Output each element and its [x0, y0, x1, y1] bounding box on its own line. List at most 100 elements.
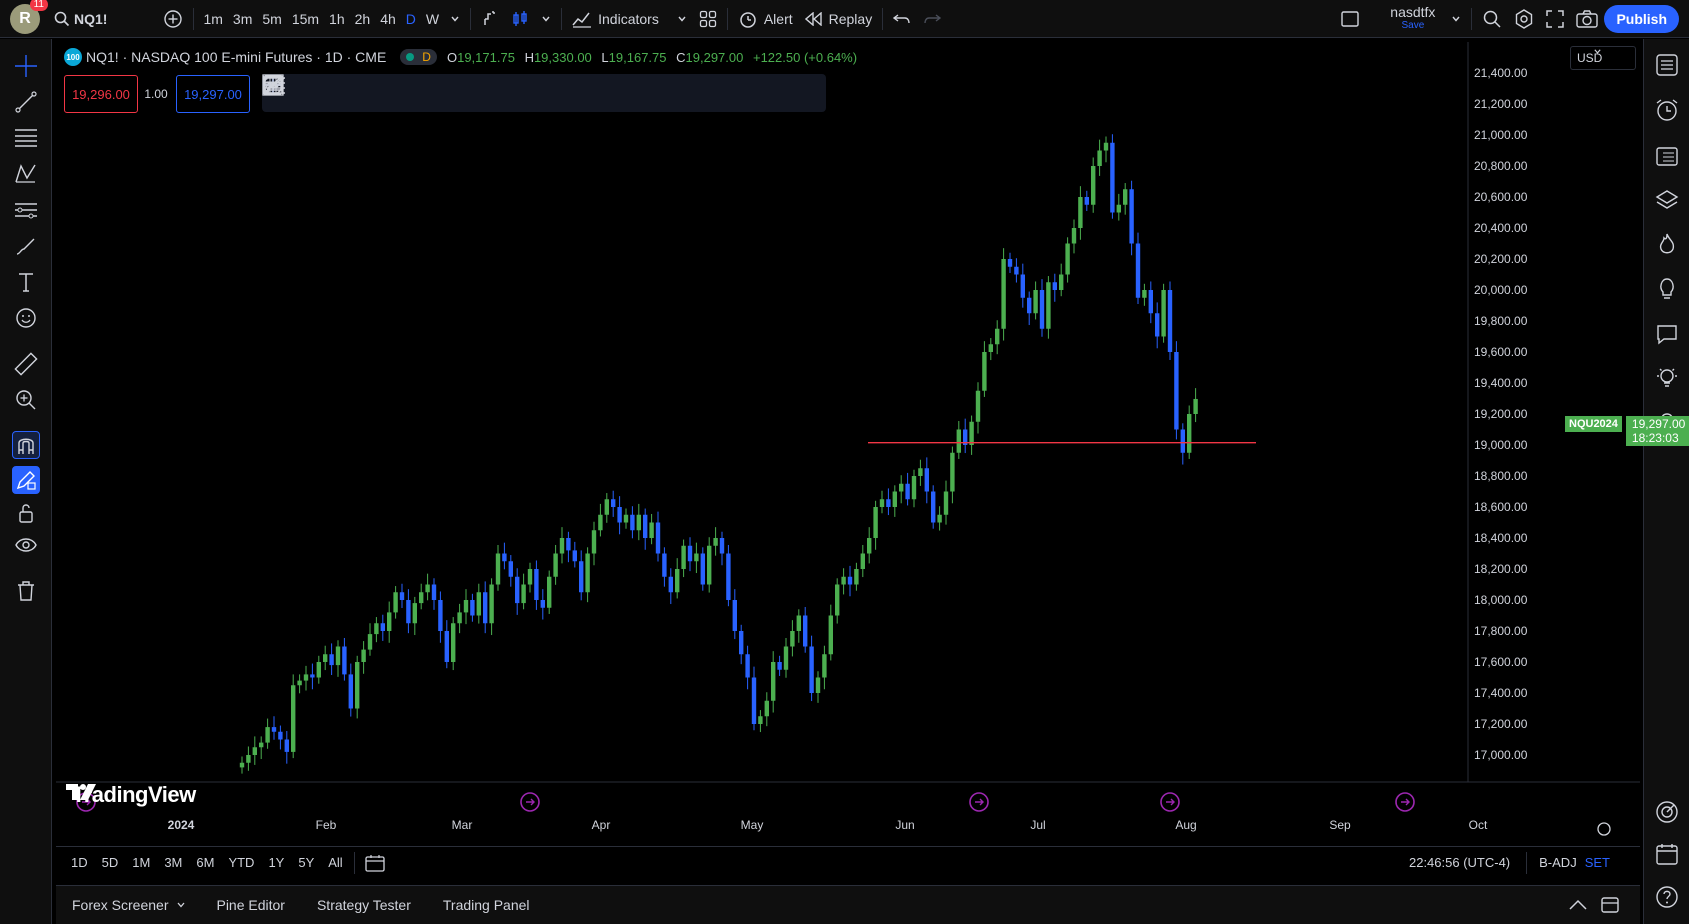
timeframe-15m[interactable]: 15m — [291, 10, 320, 27]
quantity-field[interactable]: 1.00 — [144, 87, 168, 101]
help-center-button[interactable] — [1653, 798, 1681, 826]
timeframe-dropdown[interactable] — [444, 0, 466, 38]
range-5d[interactable]: 5D — [101, 855, 119, 870]
hide-drawings-button[interactable] — [12, 531, 40, 559]
indicators-button[interactable]: Indicators — [566, 0, 693, 38]
user-avatar[interactable]: R 11 — [10, 0, 48, 34]
stay-in-drawing-toggle[interactable] — [12, 466, 40, 494]
highlighter-tool[interactable] — [263, 76, 360, 109]
horizontal-line-tool[interactable] — [263, 77, 626, 109]
timeframe-w[interactable]: W — [425, 10, 440, 27]
clock-timezone[interactable]: 22:46:56 (UTC-4) — [1408, 855, 1511, 870]
trend-line-tool[interactable] — [12, 88, 40, 116]
compare-button[interactable] — [157, 0, 189, 38]
watchlist-button[interactable] — [1653, 51, 1681, 79]
callout-tool[interactable] — [263, 76, 702, 109]
chart-pane[interactable]: 21,400.00 21,200.00 21,000.00 20,800.00 20,6… — [56, 42, 1689, 842]
replay-button[interactable]: Replay — [799, 0, 879, 38]
range-5y[interactable]: 5Y — [298, 855, 315, 870]
lock-drawings-button[interactable] — [12, 499, 40, 527]
sell-button[interactable]: 19,296.00 — [64, 75, 138, 113]
zoom-tool[interactable] — [12, 386, 40, 414]
candle-style-button[interactable] — [505, 0, 535, 38]
snapshot-button[interactable] — [1570, 0, 1604, 38]
price-range-tool[interactable] — [265, 75, 778, 109]
crosshair-tool[interactable] — [263, 75, 474, 109]
calendar-button[interactable] — [1653, 840, 1681, 868]
range-1m[interactable]: 1M — [132, 855, 151, 870]
market-status-badge[interactable]: D — [400, 49, 437, 65]
horizontal-ray-tool[interactable] — [263, 77, 512, 109]
measure-tool[interactable] — [12, 350, 40, 378]
chats-button[interactable] — [1653, 320, 1681, 348]
remove-drawings-button[interactable] — [12, 577, 40, 605]
publish-button[interactable]: Publish — [1604, 4, 1679, 33]
brush-tool[interactable] — [12, 232, 40, 260]
range-ytd[interactable]: YTD — [228, 855, 255, 870]
timeframe-1m[interactable]: 1m — [203, 10, 223, 27]
symbol-search-button[interactable]: NQ1! — [48, 0, 113, 38]
range-1y[interactable]: 1Y — [268, 855, 285, 870]
event-marker-icon[interactable] — [1395, 792, 1415, 812]
grid-tool[interactable] — [262, 74, 588, 109]
back-adjust-toggle[interactable]: B-ADJ — [1539, 855, 1577, 870]
help-button[interactable] — [1653, 883, 1681, 911]
range-all[interactable]: All — [328, 855, 343, 870]
fullscreen-button[interactable] — [1540, 0, 1570, 38]
alerts-button[interactable] — [1653, 96, 1681, 124]
redo-button[interactable] — [917, 0, 947, 38]
timeframe-d[interactable]: D — [405, 10, 416, 27]
maximize-panel-button[interactable] — [1594, 886, 1626, 924]
settings-button[interactable] — [1508, 0, 1540, 38]
path-tool[interactable] — [263, 77, 398, 109]
ideas-button[interactable] — [1653, 274, 1681, 302]
quick-search-button[interactable] — [1476, 0, 1508, 38]
collapse-panel-button[interactable] — [1562, 886, 1594, 924]
event-marker-icon[interactable] — [969, 792, 989, 812]
layers-button[interactable] — [1653, 186, 1681, 214]
event-marker-icon[interactable] — [1160, 792, 1180, 812]
undo-button[interactable] — [887, 0, 917, 38]
circle-tool[interactable] — [263, 75, 664, 109]
more-tools-button[interactable] — [263, 77, 816, 109]
chart-type-dropdown[interactable] — [535, 0, 557, 38]
magnet-toggle[interactable] — [12, 431, 40, 459]
panel-tab-pine-editor[interactable]: Pine Editor — [216, 897, 285, 913]
timeframe-3m[interactable]: 3m — [232, 10, 253, 27]
panel-tab-forex-screener[interactable]: Forex Screener — [56, 897, 186, 913]
brush-tool[interactable] — [264, 75, 322, 109]
layout-select-checkbox[interactable] — [1334, 0, 1366, 38]
axis-settings-icon[interactable] — [1597, 822, 1611, 836]
panel-tab-strategy-tester[interactable]: Strategy Tester — [316, 897, 411, 913]
session-toggle[interactable]: SET — [1584, 855, 1610, 870]
buy-button[interactable]: 19,297.00 — [176, 75, 250, 113]
layouts-button[interactable] — [693, 0, 723, 38]
pattern-tool[interactable] — [12, 160, 40, 188]
prediction-tool[interactable] — [12, 196, 40, 224]
symbol-title[interactable]: NQ1! · NASDAQ 100 E-mini Futures · 1D · … — [86, 49, 387, 65]
hotlists-button[interactable] — [1653, 230, 1681, 258]
timeframe-5m[interactable]: 5m — [262, 10, 282, 27]
line-tool[interactable] — [263, 75, 550, 109]
tips-button[interactable] — [1653, 364, 1681, 392]
range-6m[interactable]: 6M — [196, 855, 215, 870]
range-3m[interactable]: 3M — [164, 855, 183, 870]
bar-replay-style-button[interactable] — [475, 0, 505, 38]
date-range-tool[interactable] — [263, 76, 740, 109]
object-tree-button[interactable] — [1653, 142, 1681, 170]
text-tool[interactable] — [12, 268, 40, 296]
timeframe-4h[interactable]: 4h — [380, 10, 396, 27]
user-layout-menu[interactable]: nasdtfx Save — [1384, 0, 1467, 38]
goto-date-button[interactable] — [359, 844, 391, 882]
timeframe-1h[interactable]: 1h — [329, 10, 345, 27]
price-chart[interactable]: 21,400.00 21,200.00 21,000.00 20,800.00 20,6… — [56, 42, 1640, 842]
range-1d[interactable]: 1D — [71, 855, 88, 870]
crosshair-tool[interactable] — [12, 52, 40, 80]
panel-tab-trading-panel[interactable]: Trading Panel — [442, 897, 530, 913]
emoji-tool[interactable] — [12, 304, 40, 332]
fib-tool[interactable] — [12, 124, 40, 152]
timeframe-2h[interactable]: 2h — [354, 10, 371, 27]
currency-select[interactable]: USD — [1570, 46, 1636, 70]
alert-button[interactable]: Alert — [732, 0, 799, 38]
event-marker-icon[interactable] — [520, 792, 540, 812]
